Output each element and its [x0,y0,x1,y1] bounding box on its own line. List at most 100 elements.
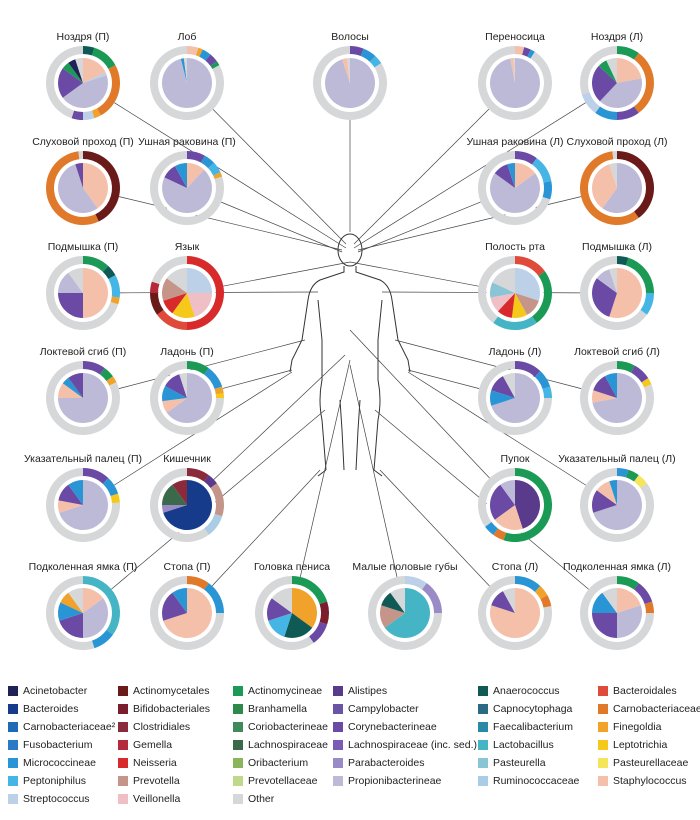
pie-slice-staphylococcus [187,163,205,188]
legend-item: Acinetobacter [8,683,87,699]
ring-slice-other [478,468,515,527]
pie-slice-anaerococcus [284,613,313,638]
legend-item: Lactobacillus [478,737,554,753]
connector-line [221,201,343,253]
connector-line [211,469,321,587]
pie-slice-corynebacterineae [593,376,617,398]
connector-line [349,364,398,577]
pie-slice-other [513,58,515,83]
ring-slice-micrococcineae [485,522,498,535]
legend-item: Finegoldia [598,719,661,735]
legend-label: Actinomycineae [248,685,323,697]
ring-slice-corynebacterineae [515,361,541,377]
legend-item: Gemella [118,737,172,753]
legend-label: Pasteurella [493,757,546,769]
site-panel: Стопа (Л) [477,561,552,650]
site-panel: Указательный палец (Л) [558,453,676,543]
site-label: Подмышка (Л) [582,241,652,253]
ring-slice-streptococcus [405,576,427,590]
site-panel: Пупок [478,453,553,542]
pie-slice-actinomycineae [62,62,83,83]
pie-slice-other [502,373,515,398]
ring-slice-other [612,151,617,160]
pie-slice-alistipes [515,480,541,529]
connector-line [118,339,306,389]
pie-slice-propionibacterineae [491,373,540,423]
legend-label: Pasteurellaceae [613,757,689,769]
legend-swatch [8,794,18,804]
pie-slice-other [390,588,405,613]
connector-line [299,359,351,578]
ring-slice-lactobacillus [493,316,537,330]
ring-slice-corynebacterineae [205,54,217,66]
site-label: Ладонь (Л) [489,346,542,358]
ring-slice-other [149,468,209,542]
ring-slice-micrococcineae [204,583,224,613]
site-panel: Подмышка (Л) [580,241,654,331]
legend-swatch [118,722,128,732]
legend-item: Anaerococcus [478,683,560,699]
ring-slice-anaerococcus [83,46,95,56]
pie-slice-staphylococcus [83,163,108,209]
ring-slice-micrococcineae [617,468,629,478]
connector-line [212,109,347,245]
pie-slice-micrococcineae [489,390,515,406]
pie-slice-other [602,588,617,613]
ring-slice-other [151,256,187,285]
ring-slice-corynebacterineae [83,468,109,484]
pie-slice-propionibacterineae [58,272,83,293]
site-panel: Ладонь (П) [150,346,224,435]
legend-label: Propionibacterineae [348,775,442,787]
site-panel: Малые половые губы [352,561,458,650]
legend-swatch [598,740,608,750]
pie-slice-other [346,58,350,83]
legend-swatch [598,704,608,714]
ring-slice-streptococcus [581,91,600,113]
site-panel: Локтевой сгиб (П) [40,346,126,435]
legend-label: Bacteroidales [613,685,677,697]
site-panel: Кишечник [149,453,224,542]
ring-slice-carnobacteriaceae [493,528,507,541]
legend-swatch [8,722,18,732]
site-label: Головка пениса [254,561,330,573]
ring-slice-bacteroidales [157,310,187,331]
ring-slice-gemella [150,281,160,293]
legend-item: Clostridiales [118,719,190,735]
pie-slice-corynebacterineae [491,376,515,398]
ring-slice-actinomycineae [503,468,553,542]
ring-slice-actinomycineae [625,469,639,482]
ring-slice-other [478,256,515,323]
pie-slice-other [271,588,292,613]
site-label: Ушная раковина (Л) [467,136,564,148]
ring-slice-actinomycineae [625,257,654,293]
pie-slice-propionibacterineae [59,480,108,530]
pie-slice-corynebacterineae [489,484,515,520]
pie-slice-micrococcineae [592,592,617,613]
pie-slice-peptoniphilus [268,613,292,637]
site-panel: Переносица [477,31,552,120]
site-label: Ноздря (Л) [591,31,643,43]
legend-swatch [333,704,343,714]
pie-slice-streptococcus [83,72,107,83]
legend-item: Bacteroidales [598,683,677,699]
pie-slice-acinetobacter [68,59,83,83]
legend-item: Ruminococcaceae [478,773,579,789]
pie-slice-staphylococcus [162,398,187,413]
legend-item: Coriobacterineae [233,719,328,735]
pie-slice-propionibacterineae [490,173,540,213]
legend-item: Carnobacteriaceae² [8,719,115,735]
ring-slice-staphylococcus [187,46,199,56]
legend-item: Parabacteroides [333,755,424,771]
pie-slice-streptococcus [515,268,540,301]
ring-slice-micrococcineae [204,368,223,390]
site-label: Полость рта [485,241,545,253]
legend-label: Finegoldia [613,721,662,733]
legend-swatch [478,704,488,714]
pie-slice-corynebacterineae [58,484,83,505]
ring-slice-staphylococcus [515,46,525,55]
legend-label: Campylobacter [348,703,419,715]
pie-slice-propionibacterineae [617,605,642,638]
site-panel: Полость рта [478,241,552,330]
legend-label: Branhamella [248,703,307,715]
pie-slice-propionibacterineae [57,164,98,214]
